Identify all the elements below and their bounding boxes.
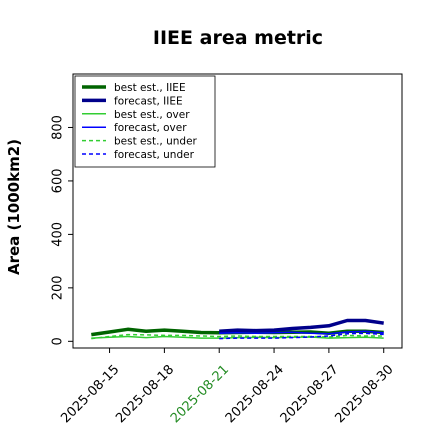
series-line-best-est-over: [91, 335, 384, 339]
x-tick-label: 2025-08-21: [168, 362, 232, 426]
y-tick-label: 800: [51, 115, 66, 140]
y-tick-label: 0: [51, 337, 66, 345]
y-axis-ticks: 0 200 400 600 800: [51, 115, 73, 345]
legend-label: best est., over: [114, 109, 190, 121]
y-tick-label: 200: [51, 275, 66, 300]
x-tick-label: 2025-08-30: [333, 362, 397, 426]
series-line-forecast-over: [219, 330, 384, 335]
plot-frame: [72, 73, 403, 349]
x-tick-label: 2025-08-27: [278, 362, 342, 426]
legend-label: best est., under: [114, 136, 198, 148]
x-axis-ticks: 2025-08-152025-08-182025-08-212025-08-24…: [58, 348, 397, 426]
legend-label: forecast, under: [114, 149, 195, 161]
x-tick-label: 2025-08-15: [58, 362, 122, 426]
x-tick-label: 2025-08-24: [223, 362, 287, 426]
series-lines: [91, 318, 384, 340]
y-tick-label: 600: [51, 169, 66, 194]
y-tick-label: 400: [51, 222, 66, 247]
chart-title: IIEE area metric: [153, 27, 323, 49]
y-axis-label: Area (1000km2): [5, 139, 23, 275]
x-tick-label: 2025-08-18: [113, 362, 177, 426]
legend-label: forecast, over: [114, 122, 187, 134]
legend-label: forecast, IIEE: [114, 95, 183, 107]
series-line-forecast-iiee: [219, 318, 384, 333]
legend-label: best est., IIEE: [114, 82, 186, 94]
legend-frame: [74, 75, 216, 168]
